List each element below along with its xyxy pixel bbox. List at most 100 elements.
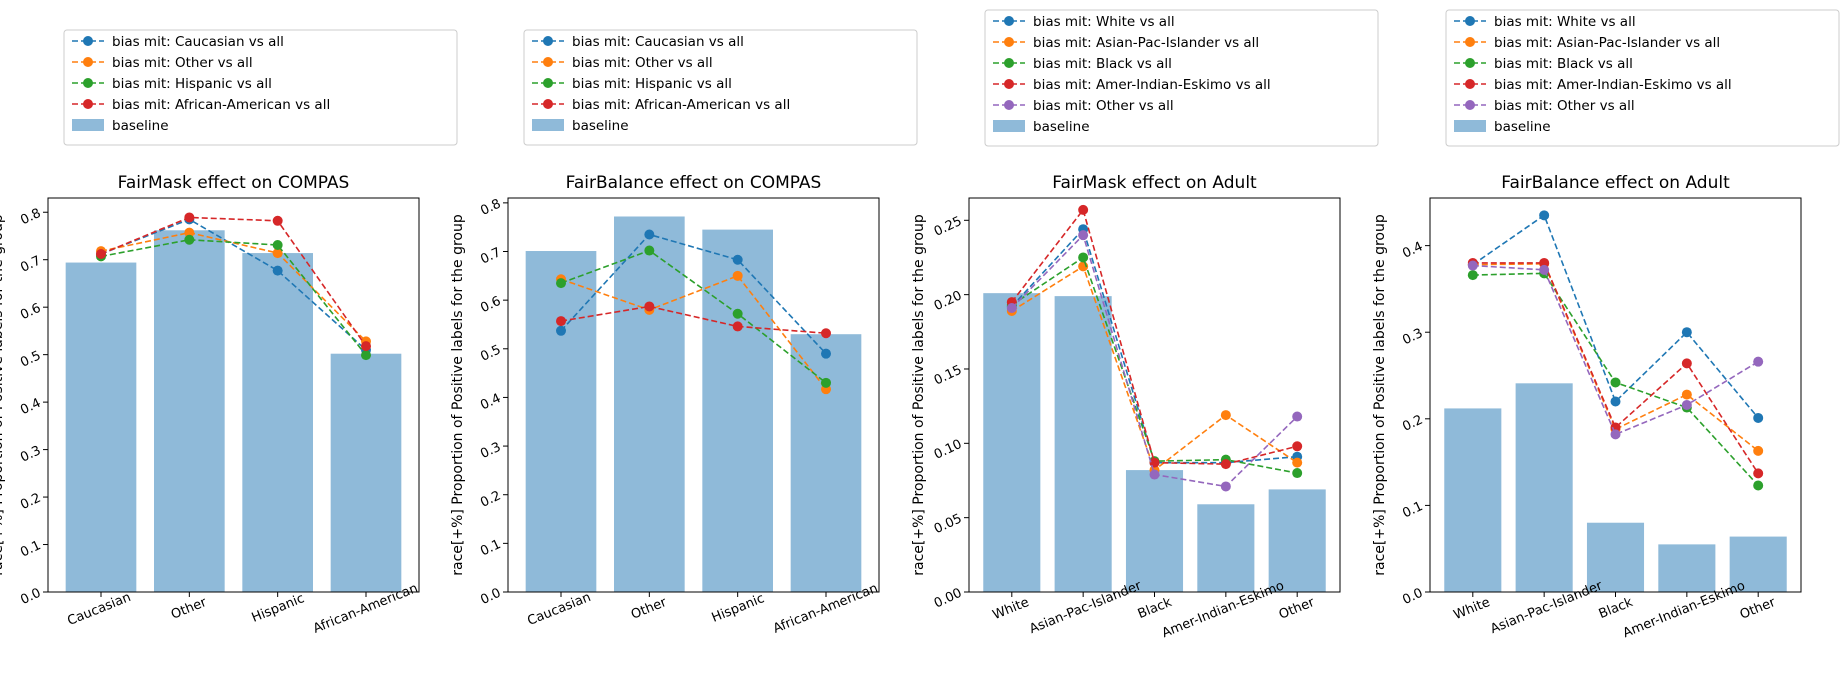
- series-point: [361, 350, 371, 361]
- y-axis-label: race[+%] Proportion of Positive labels f…: [1372, 214, 1388, 576]
- series-point: [184, 234, 195, 245]
- series-line: [1472, 262, 1759, 474]
- series-point: [1539, 210, 1550, 221]
- series-point: [272, 248, 283, 259]
- legend-swatch: [72, 119, 104, 131]
- series-line: [560, 274, 827, 390]
- series-line: [560, 249, 827, 384]
- y-tick-label: 0.0: [18, 586, 43, 608]
- y-tick-label: 0.15: [932, 363, 965, 389]
- series-point: [1292, 468, 1303, 479]
- legend-marker: [1004, 58, 1014, 68]
- series-point: [1539, 264, 1550, 275]
- legend-marker: [543, 78, 553, 88]
- legend-label: bias mit: Amer-Indian-Eskimo vs all: [1494, 77, 1732, 93]
- legend-marker: [543, 99, 553, 109]
- series-point: [1753, 356, 1764, 367]
- y-axis-label: race[+%] Proportion of Positive labels f…: [450, 214, 466, 576]
- series-point: [732, 321, 743, 332]
- x-tick-label: Black: [1597, 595, 1636, 622]
- series-point: [1753, 412, 1764, 423]
- legend-label: bias mit: Black vs all: [1033, 56, 1172, 72]
- series-point: [361, 341, 371, 352]
- y-tick-label: 0.6: [18, 301, 43, 323]
- baseline-bar: [330, 353, 402, 592]
- legend-label: bias mit: Asian-Pac-Islander vs all: [1033, 35, 1259, 51]
- x-tick-label: Other: [169, 595, 209, 623]
- legend-marker: [83, 36, 93, 46]
- y-tick-label: 0.3: [478, 440, 503, 462]
- series-point: [1610, 429, 1621, 440]
- legend-marker: [1465, 37, 1475, 47]
- baseline-bar: [702, 229, 773, 592]
- legend-marker: [1465, 79, 1475, 89]
- legend: bias mit: White vs all bias mit: Asian-Pa…: [1445, 9, 1840, 147]
- series-point: [1753, 445, 1764, 456]
- series-point: [184, 212, 195, 223]
- series-point: [1681, 399, 1692, 410]
- series-point: [732, 308, 743, 319]
- x-tick-label: White: [991, 595, 1032, 623]
- series-point: [1078, 252, 1089, 263]
- series-point: [1220, 410, 1231, 421]
- y-tick-label: 0.5: [478, 342, 503, 364]
- legend: bias mit: White vs all bias mit: Asian-Pa…: [984, 9, 1379, 147]
- chart-title: FairMask effect on Adult: [1052, 173, 1257, 193]
- y-axis-label: race[+%] Proportion of Positive labels f…: [0, 214, 6, 576]
- series-point: [1220, 481, 1231, 492]
- y-tick-label: 0.4: [478, 391, 503, 413]
- series-point: [1078, 230, 1089, 241]
- baseline-bar: [154, 230, 225, 592]
- series-point: [96, 249, 106, 260]
- series-point: [1149, 457, 1160, 468]
- y-tick-label: 0.25: [932, 214, 965, 240]
- series-point: [556, 316, 566, 327]
- chart-panel-4: FairBalance effect on Adult 0.0 0.1 0.2 0.3 0…: [1372, 9, 1840, 641]
- series-point: [1539, 257, 1550, 268]
- y-tick-label: 0.1: [18, 538, 43, 560]
- series-point: [1292, 441, 1303, 452]
- y-tick-label: 0.8: [478, 197, 503, 219]
- y-tick-label: 0.00: [932, 586, 965, 612]
- chart-panel-2: FairBalance effect on COMPAS 0.0 0.1 0.2 0.3…: [450, 29, 918, 637]
- baseline-bar: [983, 293, 1041, 592]
- baseline-bar: [1444, 408, 1502, 592]
- series-point: [272, 265, 283, 276]
- series-line: [560, 233, 827, 355]
- legend-label: bias mit: Other vs all: [1494, 98, 1635, 114]
- x-tick-label: Other: [1277, 595, 1317, 623]
- chart-title: FairMask effect on COMPAS: [118, 173, 350, 193]
- legend-label: bias mit: Hispanic vs all: [572, 76, 732, 92]
- series-line: [1472, 214, 1759, 419]
- y-tick-label: 0.0: [478, 586, 503, 608]
- y-tick-label: 0.0: [1400, 586, 1425, 608]
- series-line: [100, 231, 367, 342]
- legend-swatch: [993, 120, 1025, 132]
- y-tick-label: 0.2: [1400, 412, 1425, 434]
- chart-panel-1: FairMask effect on COMPAS 0.0 0.1 0.2 0.3 0.4…: [0, 29, 458, 637]
- y-tick-label: 0.2: [18, 491, 43, 513]
- legend-label: bias mit: Asian-Pac-Islander vs all: [1494, 35, 1720, 51]
- legend-box: [523, 29, 918, 146]
- legend: bias mit: Caucasian vs all bias mit: Othe…: [523, 29, 918, 146]
- series-point: [1681, 358, 1692, 369]
- series-point: [1467, 260, 1478, 271]
- x-tick-label: White: [1452, 595, 1493, 623]
- baseline-bar: [1515, 383, 1573, 592]
- series-point: [1078, 204, 1089, 215]
- series-point: [821, 328, 831, 339]
- y-tick-label: 0.4: [18, 396, 43, 418]
- y-tick-label: 0.20: [932, 288, 965, 314]
- legend-label: bias mit: Other vs all: [1033, 98, 1174, 114]
- series-line: [100, 216, 367, 347]
- legend-marker: [1465, 100, 1475, 110]
- y-tick-label: 0.1: [478, 537, 503, 559]
- plot-frame: [507, 197, 880, 593]
- chart-panel-3: FairMask effect on Adult 0.00 0.05 0.10 0.15…: [911, 9, 1379, 641]
- baseline-bar: [242, 253, 313, 592]
- legend-swatch: [1454, 120, 1486, 132]
- legend-label: baseline: [112, 118, 169, 134]
- baseline-bar: [614, 216, 685, 592]
- legend-label: bias mit: Hispanic vs all: [112, 76, 272, 92]
